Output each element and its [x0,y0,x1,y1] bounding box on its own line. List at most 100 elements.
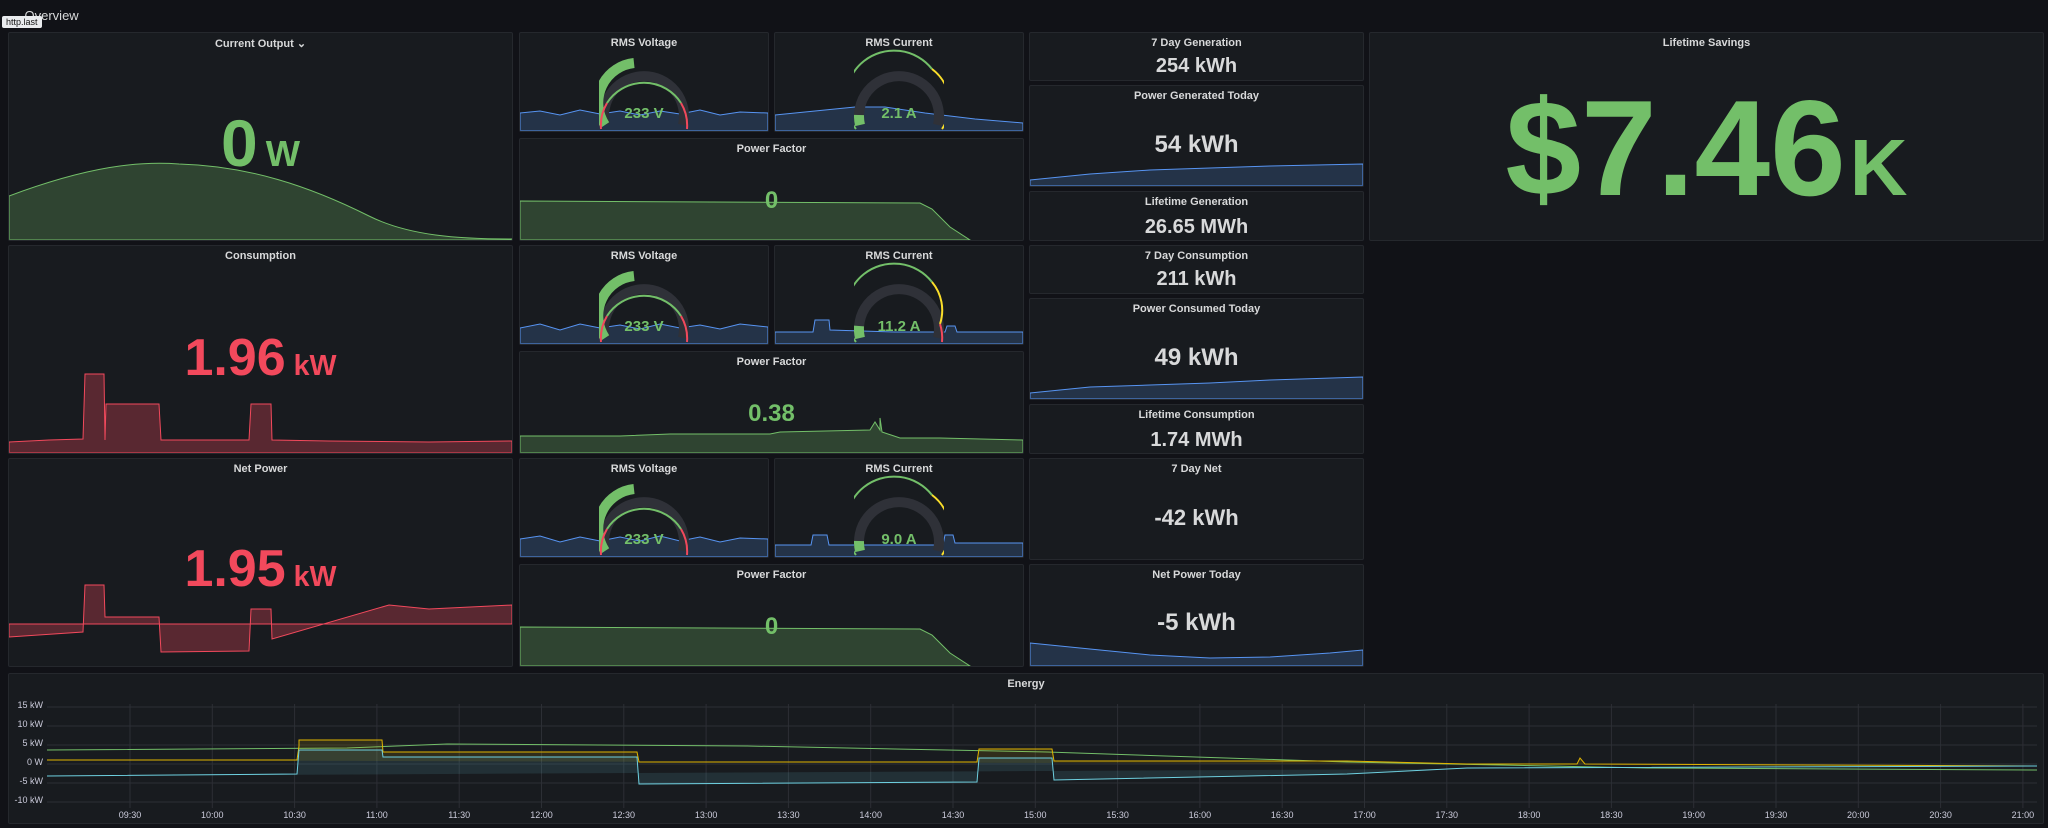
energy-panel[interactable]: Energy 15 kW 10 kW 5 kW 0 W -5 kW -10 kW… [8,673,2044,824]
row3-voltage-value: 233 V [624,531,664,548]
row2-power-factor-sparkline [520,417,1023,453]
row3-current-panel[interactable]: RMS Current 9.0 A [774,458,1024,558]
x-tick-label: 14:30 [941,810,965,820]
gen-7day-value: 254 kWh [1155,55,1238,77]
x-tick-label: 20:00 [1847,810,1870,820]
con-7day-value: 211 kWh [1156,268,1237,290]
con-7day-title: 7 Day Consumption [1144,250,1249,262]
row2-current-panel[interactable]: RMS Current 11.2 A [774,245,1024,345]
gen-today-value: 54 kWh [1154,131,1239,158]
row2-current-sparkline [775,319,1023,344]
gen-lifetime-panel[interactable]: Lifetime Generation 26.65 MWh [1029,191,1364,241]
row2-voltage-panel[interactable]: RMS Voltage 233 V [519,245,769,345]
row3-voltage-panel[interactable]: RMS Voltage 233 V [519,458,769,558]
x-tick-label: 12:30 [612,810,636,820]
net-7day-title: 7 Day Net [1171,463,1222,475]
chevron-down-icon: ⌄ [296,38,307,50]
row2-voltage-value: 233 V [624,318,664,335]
x-tick-label: 10:00 [201,810,224,820]
x-tick-label: 20:30 [1929,810,1952,820]
con-today-panel[interactable]: Power Consumed Today 49 kWh [1029,298,1364,400]
row1-power-factor-title: Power Factor [736,143,807,155]
row1-voltage-sparkline [520,109,768,131]
current-output-title[interactable]: Current Output ⌄ [214,38,307,50]
x-tick-label: 17:00 [1353,810,1376,820]
row1-power-factor-value: 0 [764,187,779,214]
y-tick-label: 15 kW [17,700,43,710]
net-power-sparkline [9,584,512,653]
row2-current-title: RMS Current [865,250,933,262]
row3-power-factor-panel[interactable]: Power Factor 0 [519,564,1024,667]
net-7day-panel[interactable]: 7 Day Net -42 kWh [1029,458,1364,560]
y-tick-label: -5 kW [19,776,44,786]
gen-lifetime-title: Lifetime Generation [1144,196,1249,208]
x-tick-label: 09:30 [118,810,142,820]
net-7day-value: -42 kWh [1154,505,1239,530]
row2-voltage-gauge [599,271,689,343]
x-tick-label: 11:30 [448,810,471,820]
row3-power-factor-title: Power Factor [736,569,807,581]
consumption-unit: kW [293,350,337,382]
lifetime-savings-value: $7.46K [1505,72,1908,224]
row1-power-factor-sparkline [520,200,971,240]
x-tick-label: 18:30 [1600,810,1623,820]
row1-current-panel[interactable]: RMS Current 2.1 A [774,32,1024,132]
con-lifetime-panel[interactable]: Lifetime Consumption 1.74 MWh [1029,404,1364,454]
net-today-value: -5 kWh [1157,609,1236,636]
row3-current-sparkline [775,534,1023,557]
row1-power-factor-panel[interactable]: Power Factor 0 [519,138,1024,241]
consumption-panel[interactable]: Consumption 1.96 kW [8,245,513,454]
net-power-unit: kW [293,561,337,593]
net-power-panel[interactable]: Net Power 1.95 kW [8,458,513,667]
con-lifetime-value: 1.74 MWh [1150,429,1243,451]
row2-voltage-title: RMS Voltage [610,250,678,262]
net-today-sparkline [1030,642,1363,666]
x-tick-label: 15:00 [1024,810,1047,820]
y-tick-label: 10 kW [17,719,43,729]
row1-voltage-panel[interactable]: RMS Voltage 233 V [519,32,769,132]
x-tick-label: 15:30 [1106,810,1129,820]
lifetime-savings-unit: K [1849,123,1908,212]
gen-7day-title: 7 Day Generation [1151,37,1242,49]
x-tick-label: 19:00 [1682,810,1705,820]
row2-power-factor-value: 0.38 [748,400,795,427]
row3-current-value: 9.0 A [881,531,917,548]
x-tick-label: 17:30 [1435,810,1459,820]
gen-7day-panel[interactable]: 7 Day Generation 254 kWh [1029,32,1364,81]
con-lifetime-title: Lifetime Consumption [1138,409,1255,421]
row3-voltage-sparkline [520,535,768,557]
energy-title: Energy [1007,678,1045,690]
y-tick-label: 0 W [26,757,43,767]
x-tick-label: 14:00 [859,810,882,820]
gen-today-sparkline [1030,163,1363,186]
row2-power-factor-panel[interactable]: Power Factor 0.38 [519,351,1024,454]
row3-voltage-title: RMS Voltage [610,463,678,475]
consumption-value: 1.96 kW [184,329,337,387]
top-bar: ⌄ Overview http.last [0,0,2048,28]
lifetime-savings-panel[interactable]: Lifetime Savings $7.46K [1369,32,2044,241]
con-7day-panel[interactable]: 7 Day Consumption 211 kWh [1029,245,1364,294]
x-tick-label: 10:30 [283,810,306,820]
row3-current-title: RMS Current [865,463,933,475]
current-output-sparkline [9,162,512,240]
con-today-title: Power Consumed Today [1132,303,1261,315]
row1-voltage-gauge [599,58,689,130]
net-power-value: 1.95 kW [184,540,337,598]
net-today-title: Net Power Today [1152,569,1241,581]
gen-today-title: Power Generated Today [1133,90,1260,102]
net-today-panel[interactable]: Net Power Today -5 kWh [1029,564,1364,667]
row1-voltage-title: RMS Voltage [610,37,678,49]
y-tick-label: 5 kW [22,738,43,748]
row3-voltage-gauge [599,484,689,556]
x-tick-label: 13:30 [777,810,800,820]
x-tick-label: 11:00 [365,810,388,820]
row2-voltage-sparkline [520,323,768,344]
con-today-sparkline [1030,376,1363,399]
query-tooltip: http.last [2,16,42,28]
row2-current-gauge [854,262,944,343]
consumption-sparkline [9,373,512,453]
row2-power-factor-title: Power Factor [736,356,807,368]
gen-today-panel[interactable]: Power Generated Today 54 kWh [1029,85,1364,187]
